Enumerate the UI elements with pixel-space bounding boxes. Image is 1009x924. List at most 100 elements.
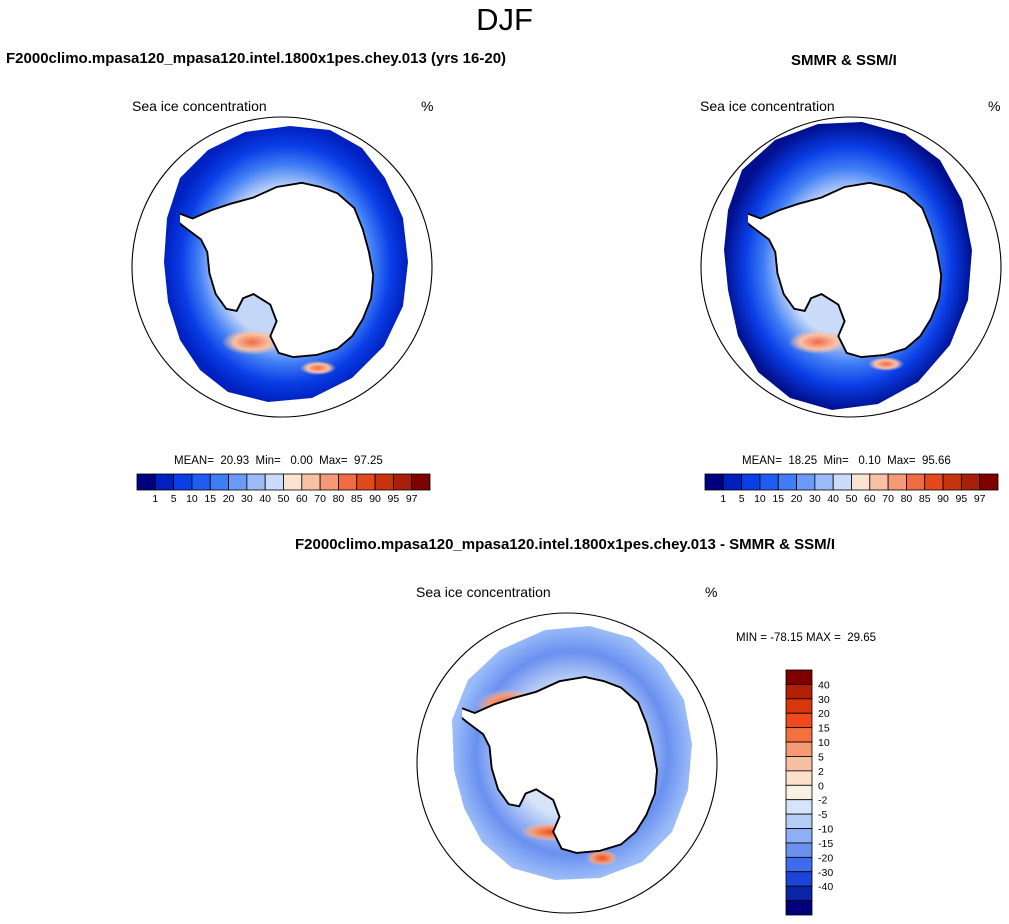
colorbar-cell [785, 669, 813, 685]
colorbar-tick-label: 0 [818, 780, 824, 792]
colorbar-tick-label: -2 [818, 795, 827, 807]
mean-value: 18.25 [788, 455, 818, 467]
colorbar-cell [785, 727, 813, 743]
colorbar-tick-label: 90 [369, 493, 381, 505]
colorbar-tick-label: 40 [818, 679, 830, 691]
max-value: 29.65 [847, 632, 877, 644]
colorbar-cell [851, 473, 871, 491]
colorbar-tick-label: 10 [818, 737, 830, 749]
model-panel-title: F2000climo.mpasa120_mpasa120.intel.1800x… [6, 50, 507, 67]
colorbar-tick-label: 10 [754, 493, 766, 505]
min-label: Min= [823, 455, 849, 467]
colorbar-cell [785, 856, 813, 873]
obs-map-boundary [700, 116, 1002, 418]
colorbar-cell [785, 741, 813, 757]
colorbar-tick-label: 10 [186, 493, 198, 505]
model-colorbar: 1 5 10 15 20 30 40 50 60 70 80 85 90 95 97 [136, 473, 431, 505]
colorbar-cell [785, 842, 813, 858]
season-title: DJF [476, 2, 533, 37]
obs-colorbar: 1 5 10 15 20 30 40 50 60 70 80 85 90 95 97 [704, 473, 999, 505]
min-value: 0.10 [858, 455, 881, 467]
model-units-label: % [421, 98, 434, 114]
colorbar-cell [906, 473, 926, 491]
colorbar-tick-label: 85 [351, 493, 363, 505]
max-label: Max= [887, 455, 916, 467]
colorbar-tick-label: 30 [241, 493, 253, 505]
min-value: -78.15 [770, 632, 803, 644]
colorbar-tick-label: 5 [818, 751, 824, 763]
colorbar-tick-label: -40 [818, 881, 833, 893]
colorbar-cell [411, 473, 431, 491]
colorbar-cell [785, 684, 813, 700]
colorbar-cell [283, 473, 303, 491]
mean-label: MEAN= [174, 455, 214, 467]
colorbar-cell [785, 770, 813, 786]
colorbar-cell [785, 813, 813, 829]
diff-panel-title: F2000climo.mpasa120_mpasa120.intel.1800x… [295, 536, 835, 553]
max-label: MAX = [806, 632, 841, 644]
colorbar-tick-label: 1 [152, 493, 158, 505]
ross-hotspot [222, 329, 282, 355]
colorbar-tick-label: 85 [919, 493, 931, 505]
colorbar-cell [785, 828, 813, 844]
colorbar-tick-label: 70 [882, 493, 894, 505]
colorbar-cell [374, 473, 394, 491]
colorbar-cell [246, 473, 266, 491]
colorbar-cell [785, 885, 813, 901]
max-value: 95.66 [921, 455, 951, 467]
colorbar-cell [191, 473, 211, 491]
amundsen-diff [586, 850, 618, 866]
model-variable-label: Sea ice concentration [132, 98, 267, 114]
model-map-boundary [131, 116, 433, 418]
ross-hotspot [788, 330, 848, 354]
colorbar-tick-label: 15 [772, 493, 784, 505]
colorbar-cell [392, 473, 413, 491]
diff-units-label: % [705, 584, 718, 600]
colorbar-tick-label: 90 [937, 493, 949, 505]
colorbar-tick-label: 5 [739, 493, 745, 505]
model-stats: MEAN= 20.93 Min= 0.00 Max= 97.25 [174, 455, 383, 467]
colorbar-tick-label: 30 [809, 493, 821, 505]
diff-map-boundary [416, 612, 718, 914]
colorbar-tick-label: 97 [406, 493, 418, 505]
colorbar-cell [785, 698, 813, 714]
colorbar-cell [209, 473, 229, 491]
colorbar-cell [264, 473, 284, 491]
diff-stats: MIN = -78.15 MAX = 29.65 [736, 632, 876, 644]
colorbar-cell [301, 473, 321, 491]
obs-units-label: % [988, 98, 1001, 114]
obs-map [700, 116, 1002, 418]
obs-panel-title: SMMR & SSM/I [791, 52, 897, 69]
colorbar-cell [960, 473, 981, 491]
diff-map [416, 612, 718, 914]
colorbar-cell [777, 473, 797, 491]
min-value: 0.00 [290, 455, 313, 467]
colorbar-cell [785, 900, 813, 916]
colorbar-tick-label: -5 [818, 809, 827, 821]
colorbar-tick-label: 2 [818, 766, 824, 778]
min-label: Min= [255, 455, 281, 467]
diff-variable-label: Sea ice concentration [416, 584, 551, 600]
colorbar-cell [785, 871, 813, 887]
colorbar-tick-label: 60 [864, 493, 876, 505]
mean-label: MEAN= [742, 455, 782, 467]
model-map [131, 116, 433, 418]
colorbar-cell [869, 473, 889, 491]
max-value: 97.25 [353, 455, 383, 467]
colorbar-cell [832, 473, 852, 491]
colorbar-tick-label: 40 [827, 493, 839, 505]
colorbar-tick-label: 5 [171, 493, 177, 505]
colorbar-tick-label: 40 [259, 493, 271, 505]
colorbar-cell [814, 473, 834, 491]
colorbar-cell [704, 473, 724, 491]
colorbar-cell [173, 473, 193, 491]
mean-value: 20.93 [220, 455, 250, 467]
min-label: MIN = [736, 632, 767, 644]
colorbar-cell [154, 473, 175, 491]
colorbar-tick-label: 1 [720, 493, 726, 505]
colorbar-cell [741, 473, 761, 491]
colorbar-cell [942, 473, 962, 491]
amundsen-hotspot [300, 361, 336, 375]
